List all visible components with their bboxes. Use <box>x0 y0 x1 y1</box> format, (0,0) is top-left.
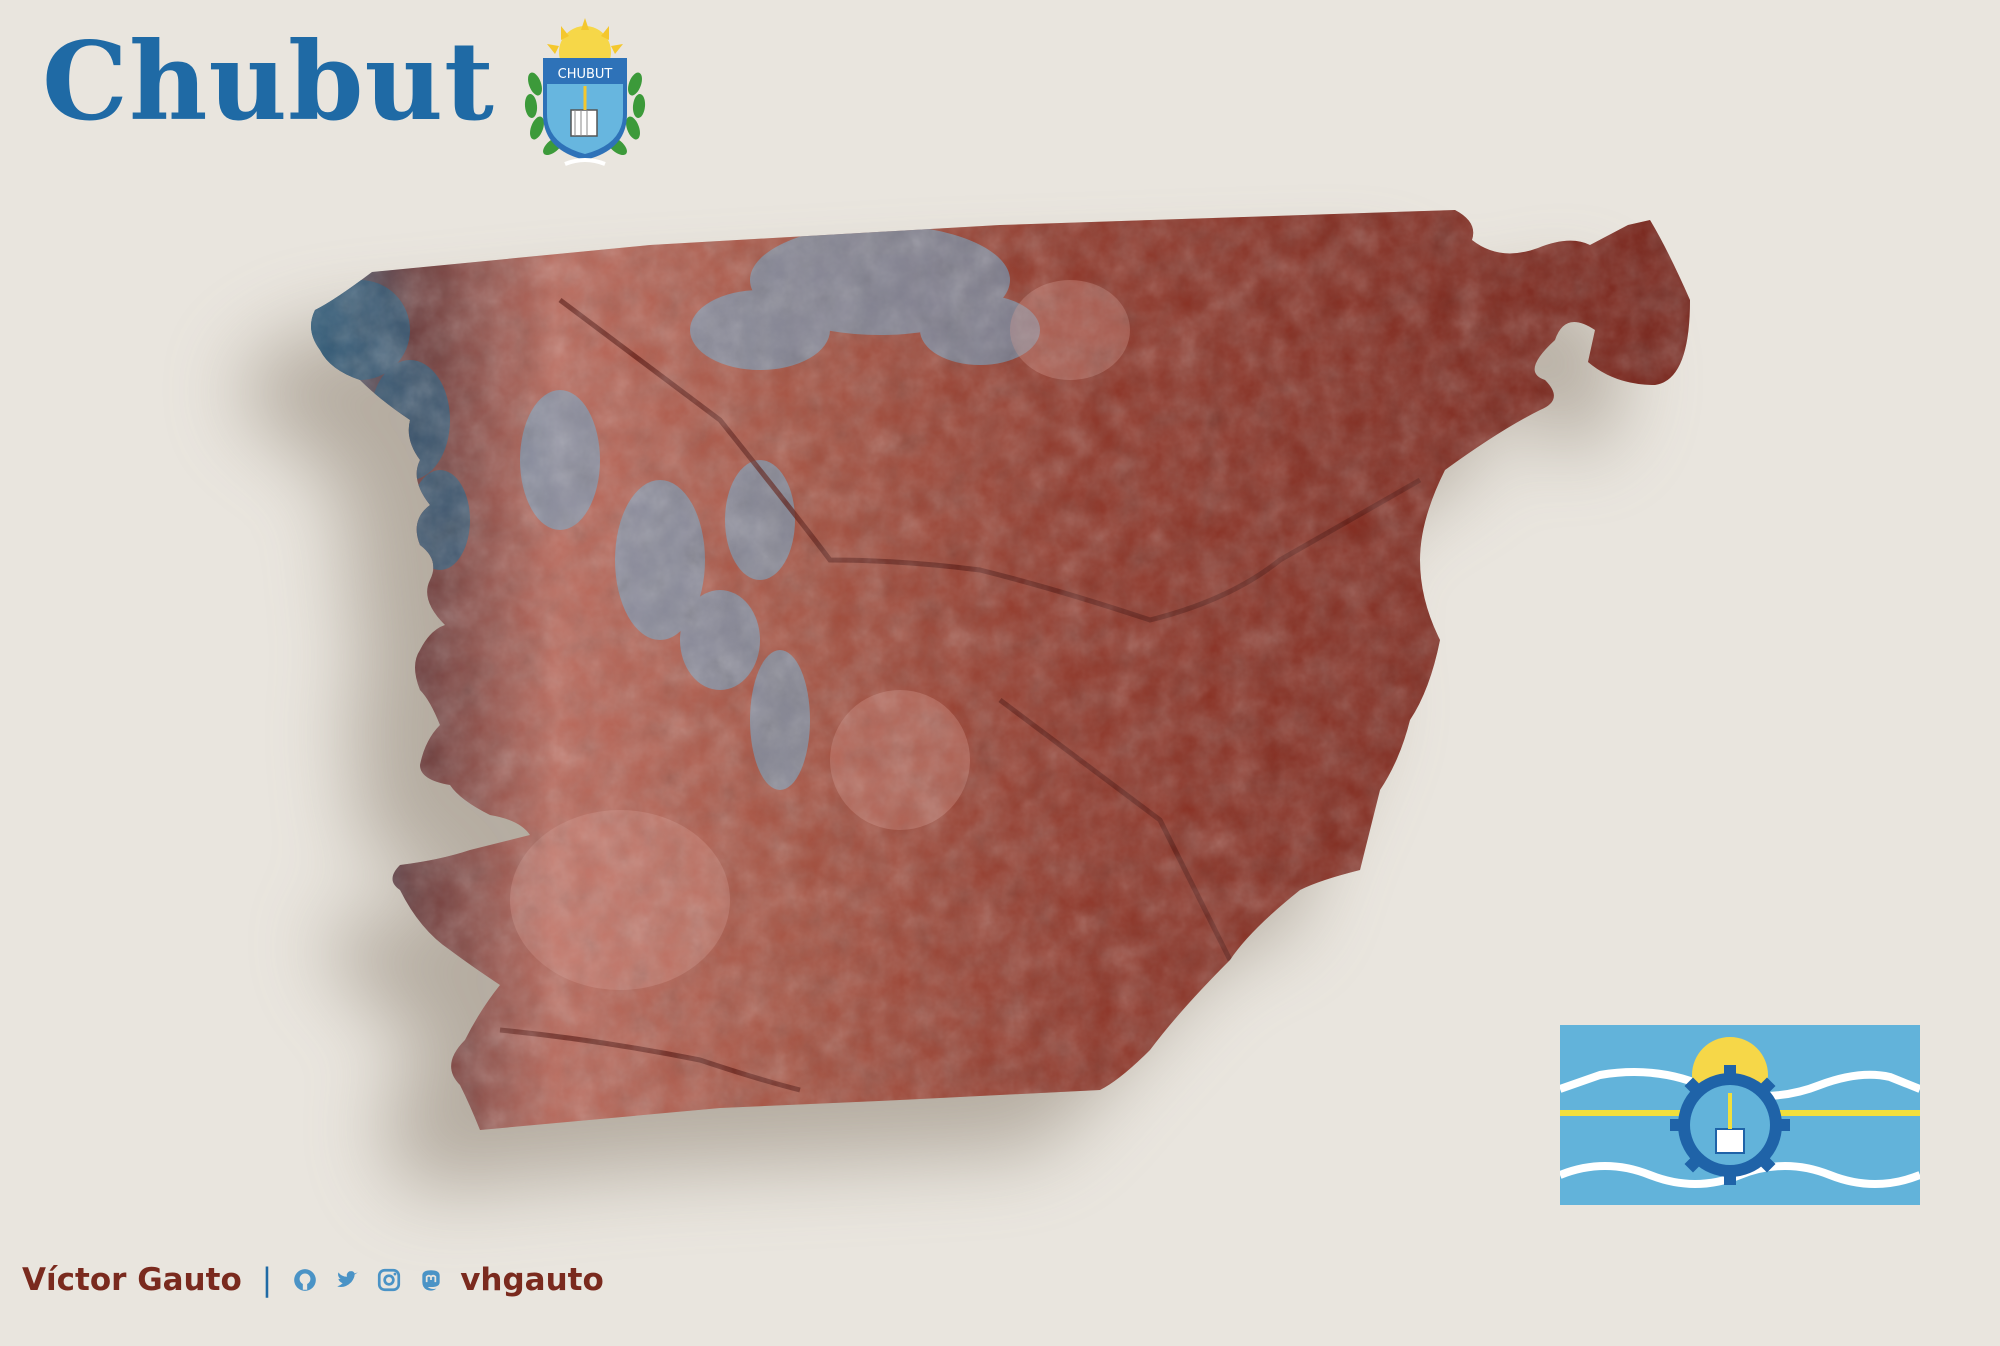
mastodon-icon[interactable] <box>418 1267 444 1293</box>
author-handle[interactable]: vhgauto <box>460 1262 604 1298</box>
twitter-icon[interactable] <box>334 1267 360 1293</box>
footer-separator: | <box>261 1262 273 1298</box>
github-icon[interactable] <box>292 1267 318 1293</box>
coat-label: CHUBUT <box>558 67 613 82</box>
page-title: Chubut <box>42 19 495 145</box>
chubut-flag-icon <box>1560 1025 1920 1205</box>
coat-of-arms-icon: CHUBUT <box>524 18 646 166</box>
footer: Víctor Gauto | vhgauto <box>22 1258 604 1302</box>
author-name: Víctor Gauto <box>22 1262 242 1298</box>
instagram-icon[interactable] <box>376 1267 402 1293</box>
